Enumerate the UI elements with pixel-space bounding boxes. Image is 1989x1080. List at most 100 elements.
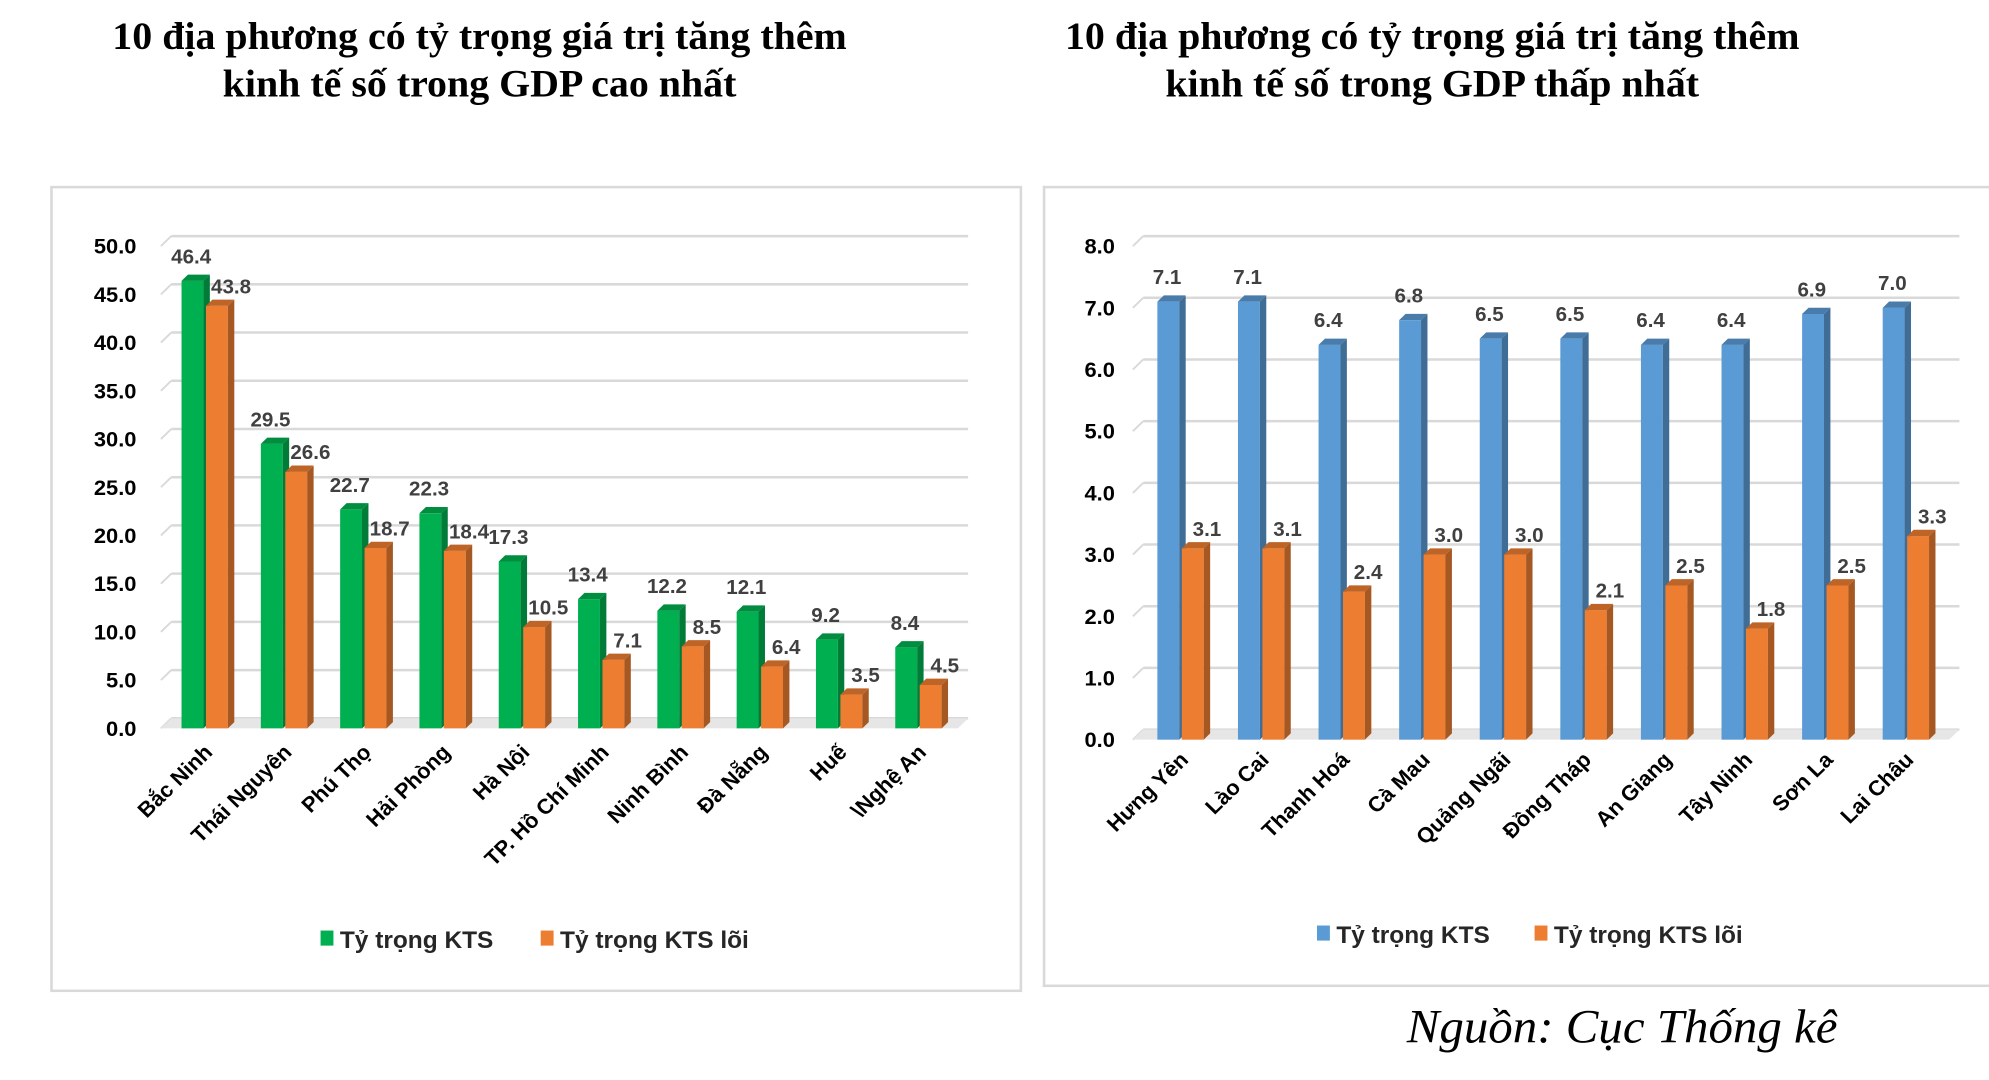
legend-swatch [1534,925,1548,941]
x-tick-label: Sơn La [1767,746,1839,816]
data-label: 13.4 [568,565,609,587]
bar-top [1721,338,1750,345]
bar-kts [1882,307,1905,740]
bar-kts-core [1665,585,1688,740]
x-tick-label: Lào Cai [1200,747,1274,819]
gridline-depth [160,283,172,296]
bar-kts-core [523,627,546,729]
gridline-depth [1132,235,1144,247]
title-line: 10 địa phương có tỷ trọng giá trị tăng t… [1064,13,1800,58]
y-tick-label: 15.0 [94,571,137,596]
bar-kts [815,639,838,729]
bar-kts-core [1262,548,1285,740]
bar-top [443,544,473,551]
data-label: 3.0 [1434,525,1463,547]
data-label: 46.4 [171,246,212,268]
bar-top [657,604,686,611]
data-label: 4.5 [931,656,960,678]
y-tick-label: 5.0 [1084,419,1114,444]
bar-kts-core [1343,591,1365,740]
bar-top [1584,603,1614,611]
x-tick-label: Cà Mau [1362,747,1435,818]
bar-kts [1640,344,1663,740]
bar-kts [1237,301,1260,740]
bar-kts [419,513,442,729]
data-label: 7.1 [1233,267,1262,289]
data-label: 6.4 [772,637,801,659]
data-label: 43.8 [211,277,251,299]
data-label: 2.5 [1837,556,1866,578]
y-tick-label: 20.0 [94,523,137,548]
bar-side [1364,585,1372,740]
bar-top [840,688,869,695]
legend-swatch [1317,925,1330,941]
gridline-depth [160,235,172,247]
source-note: Nguồn: Cục Thống kê [1406,1000,1838,1054]
bar-top [1181,542,1211,549]
data-label: 3.1 [1273,519,1302,541]
bar-kts-core [602,659,625,729]
x-tick-label: Hải Phòng [361,740,455,832]
bar-kts [498,561,521,729]
legend-swatch [540,930,554,946]
data-label: 2.5 [1676,556,1705,578]
data-label: 22.7 [330,475,370,497]
gridline-depth [160,380,172,392]
gridline-depth [1132,420,1144,432]
bar-kts-core [681,646,704,729]
bar-side [465,544,473,729]
gridline-depth [1132,605,1144,617]
bar-side [227,299,235,729]
x-tick-label: Ninh Bình [602,740,693,829]
y-tick-label: 4.0 [1084,481,1114,506]
bar-top [285,465,314,472]
y-tick-label: 8.0 [1084,234,1114,259]
bar-kts [1157,301,1180,740]
bar-kts-core [840,694,863,729]
bar-top [260,437,290,444]
data-label: 3.3 [1918,507,1947,529]
y-tick-label: 30.0 [94,427,137,452]
bar-side [307,465,314,729]
bar-top [1882,301,1912,308]
data-label: 6.5 [1556,304,1585,326]
bar-side [1929,529,1936,740]
bar-kts [578,599,600,729]
data-label: 18.4 [449,522,490,544]
bar-side [1203,542,1211,740]
y-tick-label: 45.0 [94,282,137,307]
y-tick-label: 7.0 [1084,296,1114,321]
bar-side [1606,603,1614,740]
bar-top [364,541,393,549]
data-label: 3.0 [1515,525,1544,547]
bar-side [703,640,711,729]
data-label: 17.3 [488,527,528,549]
gridline-depth [160,428,172,440]
gridline-depth [1132,358,1144,371]
data-label: 3.1 [1193,519,1222,541]
x-tick-label: Bắc Ninh [132,740,217,823]
bar-top [1907,529,1936,537]
bar-top [1262,542,1291,549]
bar-kts-core [1423,554,1446,740]
bar-side [782,660,790,729]
bar-top [1343,585,1372,592]
y-tick-label: 6.0 [1084,357,1114,382]
bar-kts [1721,344,1744,740]
gridline-depth [160,669,172,681]
x-tick-label: An Giang [1590,747,1677,832]
bar-top [1640,338,1670,345]
bar-kts [181,280,204,729]
gridline-depth [1132,482,1144,494]
y-tick-label: 0.0 [1084,727,1114,752]
bar-side [1687,579,1694,740]
bar-top [340,503,369,510]
bar-top [1826,579,1855,586]
bar-top [181,274,210,281]
y-tick-label: 25.0 [94,475,137,500]
bar-side [1526,548,1533,740]
x-tick-label: Tây Ninh [1674,747,1757,828]
legend-label: Tỷ trọng KTS lõi [1554,922,1743,949]
gridline-depth [160,476,172,488]
